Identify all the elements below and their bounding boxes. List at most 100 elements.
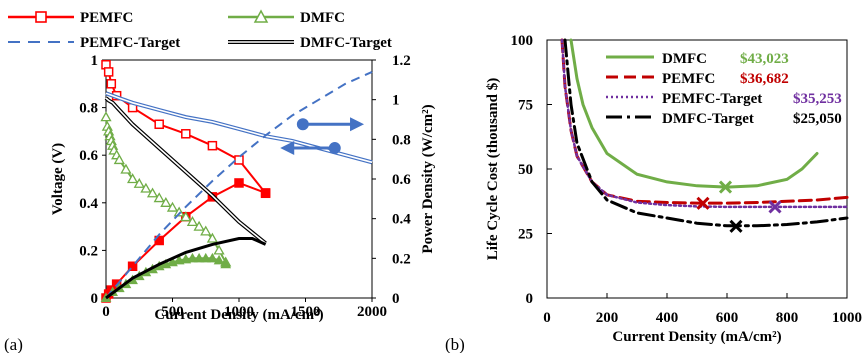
panel-a-ticks: 0 500 1000 1500 2000 0 0.2 0.4 0.6 0.8 1 0 0.2 0.4 0.6… [79,53,411,320]
panel-a-dmfc-voltage-point [180,211,192,222]
panel-a-legend-pemfc-label: PEMFC [80,10,133,26]
panel-a-y2-tick-label: 0.6 [392,172,411,188]
panel-b-dmfc-line [569,38,819,189]
panel-a-y-tick-label: 0.8 [79,101,98,117]
panel-b-pemfc-target-line [560,38,849,209]
panel-a-x-tick-label: 2000 [357,304,387,320]
panel-a-series [100,60,373,303]
panel-a-dmfc-power-point [193,252,205,263]
panel-b-legend-dmfc-target-cost: $25,050 [793,111,842,127]
panel-b-legend-dmfc-label: DMFC [662,51,707,67]
panel-b-pemfc-target-optimum-marker [768,200,782,214]
panel-a-y2-tick-label: 1.2 [392,53,411,69]
panel-a-pemfc-power-point [260,188,271,198]
panel-a: (a) 0 500 1000 1500 2000 0 0.2 0.4 0.6 0.8 1 0 0.2 0.… [4,9,436,353]
panel-a-arrows [280,117,365,156]
panel-b-x-tick-label: 400 [656,310,679,326]
panel-a-dmfc-target-power-line [105,237,267,300]
panel-a-dmfc-target-voltage-line [104,96,267,245]
panel-a-dmfc-voltage-point [193,220,205,231]
panel-b-pemfc-target-optimum-marker-stroke-b [768,200,782,214]
panel-a-x-axis-label: Current Density (mA/cm²) [154,307,323,323]
panel-a-y-tick-label: 0 [91,291,99,307]
panel-b-x-axis-label: Current Density (mA/cm²) [612,329,781,345]
panel-b-dmfc-target-line [563,38,849,228]
panel-a-dmfc-voltage-point [100,111,112,122]
panel-a-dmfc-voltage-point [126,173,139,184]
panel-a-arrow-left-dot [328,142,341,155]
panel-b-optimum-markers [696,180,782,233]
panel-a-dmfc-voltage-point [113,154,125,165]
panel-b-ticks: 0 200 400 600 800 1000 0 25 50 75 100 [511,33,863,326]
panel-b-label: (b) [445,335,465,353]
panel-b-legend-pemfc-target-label: PEMFC-Target [662,91,762,107]
panel-a-dmfc-power-point [207,252,218,263]
panel-a-y2-axis-label: Power Density (W/cm²) [420,104,436,253]
panel-a-y-axis-label: Voltage (V) [50,143,66,215]
panel-b-dmfc-target-optimum-marker-stroke-b [729,219,743,233]
panel-a-legend-pemfc-target-label: PEMFC-Target [80,35,180,51]
panel-a-pemfc-power-point [127,261,138,272]
panel-b-x-tick-label: 600 [716,310,739,326]
panel-a-y-tick-label: 0.2 [79,243,98,259]
panel-b-legend-pemfc-target-cost: $35,253 [793,91,842,107]
panel-a-y-tick-label: 0.6 [79,148,98,164]
panel-b-legend-dmfc-target-label: DMFC-Target [662,111,754,127]
panel-b-dmfc-optimum-marker [718,180,733,194]
panel-a-dmfc-power-point [200,252,212,263]
panel-a-legend-dmfc-label: DMFC [300,10,345,26]
panel-a-dmfc-voltage-point [173,206,185,217]
panel-a-legend-dmfc-marker [253,9,269,23]
panel-a-dmfc-voltage-point [153,192,165,203]
panel-a-pemfc-voltage-point [154,119,164,130]
panel-a-pemfc-voltage-point [234,155,244,165]
panel-a-dmfc-voltage-point [200,225,212,236]
panel-a-pemfc-voltage-point [106,79,117,89]
panel-a-dmfc-voltage-point [160,196,172,207]
panel-a-y2-tick-label: 0.8 [392,132,411,148]
panel-b: (b) 0 200 400 600 800 1000 0 25 50 75 100 Current … [445,33,862,353]
panel-a-y-tick-label: 0.4 [79,196,98,212]
panel-a-pemfc-voltage-line [105,64,267,194]
panel-b-legend-pemfc-cost: $36,682 [740,71,789,87]
panel-b-series [560,38,849,228]
panel-a-arrow-right-head [350,117,365,132]
panel-a-dmfc-voltage-point [206,232,219,243]
panel-a-dmfc-power-point [213,254,225,265]
panel-a-pemfc-power-point [234,178,244,188]
panel-a-x-tick-label: 1500 [291,304,321,320]
panel-b-legend-pemfc-label: PEMFC [662,71,715,87]
panel-b-x-tick-label: 1000 [832,310,862,326]
panel-a-x-tick-label: 0 [102,304,110,320]
panel-a-legend-pemfc-marker [35,11,47,23]
panel-b-legend-dmfc-cost: $43,023 [740,51,789,67]
panel-b-x-tick-label: 0 [543,310,551,326]
panel-b-y-tick-label: 25 [518,227,533,243]
panel-a-x-tick-label: 1000 [224,304,254,320]
panel-b-dmfc-target-optimum-marker [729,219,743,233]
panel-b-x-tick-label: 200 [596,310,619,326]
panel-a-dmfc-voltage-point [146,187,159,198]
panel-a-y2-tick-label: 1 [392,93,400,109]
panel-b-y-tick-label: 100 [511,33,534,49]
panel-a-dmfc-voltage-point [120,163,132,174]
panel-a-dmfc-voltage-point [186,216,199,226]
panel-a-y2-tick-label: 0 [392,291,400,307]
panel-a-label: (a) [4,335,23,353]
panel-a-dmfc-power-point [187,252,198,263]
panel-b-y-axis-label: Life Cycle Cost (thousand $) [485,78,501,261]
panel-b-legend: DMFC $43,023 PEMFC $36,682 PEMFC-Target $35,2… [606,51,842,127]
panel-a-y2-tick-label: 0.2 [392,251,411,267]
panel-b-pemfc-optimum-marker-stroke-b [696,196,710,210]
panel-a-pemfc-voltage-point [207,140,218,151]
panel-a-legend-dmfc-target-label: DMFC-Target [300,35,392,51]
panel-a-arrow-left-head [280,141,295,156]
panel-b-y-tick-label: 75 [518,98,533,114]
panel-a-pemfc-voltage-point [181,129,191,139]
panel-a-y-tick-label: 1 [91,53,99,69]
panel-a-y2-tick-label: 0.4 [392,212,411,228]
panel-b-y-tick-label: 50 [518,162,533,178]
panel-a-dmfc-power-point [220,258,232,269]
panel-a-dmfc-voltage-point [140,182,152,193]
